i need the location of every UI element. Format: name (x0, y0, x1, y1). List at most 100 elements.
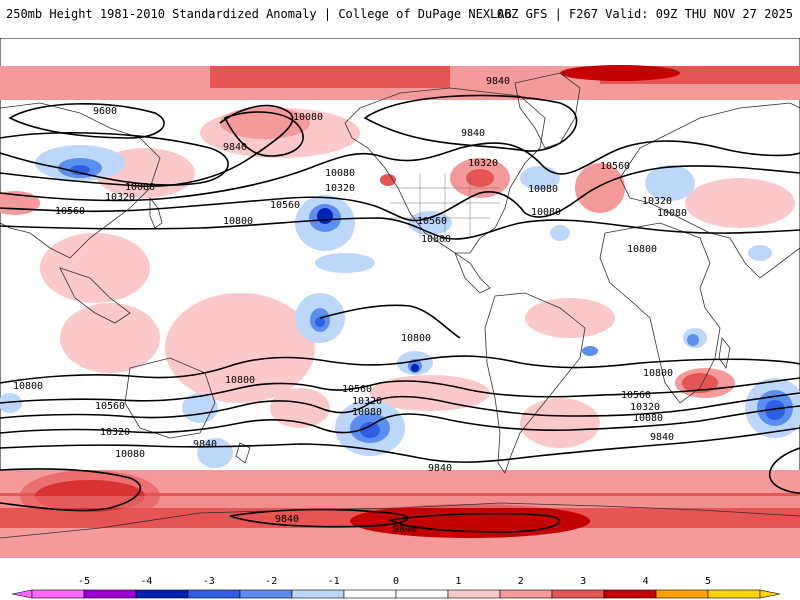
caribbean-negative (550, 225, 570, 241)
contour-labels: 9840 9600 10080 9840 9840 10080 10320 10… (13, 76, 687, 535)
colorbar-swatch (707, 589, 761, 599)
contour-label: 10800 (421, 234, 451, 245)
contour-9840-south (0, 427, 800, 463)
colorbar-swatch (291, 589, 345, 599)
colorbar-tick-label: 1 (455, 576, 461, 587)
madagascar-negative-mid (687, 334, 699, 346)
contour-label: 9840 (486, 76, 510, 87)
europe-asia-outline (619, 102, 800, 279)
colorbar-arrow-low (11, 589, 33, 599)
contour-10080-south (0, 405, 800, 434)
model-run-info: 06Z GFS | F267 Valid: 09Z THU NOV 27 202… (496, 7, 793, 21)
contour-label: 10800 (223, 216, 253, 227)
contour-label: 10080 (293, 112, 323, 123)
contour-label: 9840 (650, 432, 674, 443)
colorbar-tick-label: 5 (705, 576, 711, 587)
contour-label: 10320 (630, 402, 660, 413)
contour-label: 10560 (600, 161, 630, 172)
contour-label: 9840 (275, 514, 299, 525)
contour-label: 10080 (325, 168, 355, 179)
contour-label: 10080 (657, 208, 687, 219)
south-pacific-negative-core (360, 422, 380, 438)
south-atlantic-positive (370, 375, 490, 411)
contour-label: 10320 (468, 158, 498, 169)
colorbar: -5 -4 -3 -2 -1 0 1 2 3 4 5 (11, 576, 781, 599)
contour-label: 10080 (115, 449, 145, 460)
contour-label: 10320 (105, 192, 135, 203)
contour-label: 9840 (193, 439, 217, 450)
india-negative (748, 245, 772, 261)
colorbar-arrow-high (759, 589, 781, 599)
south-america-positive (520, 398, 600, 448)
colorbar-swatch (499, 589, 553, 599)
contour-label: 10800 (627, 244, 657, 255)
southern-ocean-negative (197, 438, 233, 468)
contour-9840-arctic (363, 94, 578, 152)
colorbar-swatch (187, 589, 241, 599)
contour-label: 10080 (125, 182, 155, 193)
contour-label: 10560 (55, 206, 85, 217)
contour-label: 10560 (621, 390, 651, 401)
contour-label: 10560 (417, 216, 447, 227)
antarctic-positive-max (350, 504, 590, 538)
colorbar-swatch (655, 589, 709, 599)
colorbar-tick-label: 4 (643, 576, 649, 587)
contour-10560-north (0, 165, 800, 222)
contour-label: 9600 (93, 106, 117, 117)
arctic-max-positive (560, 65, 680, 81)
atlantic-positive (525, 298, 615, 338)
contour-label: 9840 (223, 142, 247, 153)
southeast-asia-outline (59, 267, 131, 324)
contour-label: 10560 (342, 384, 372, 395)
contour-label: 10560 (270, 200, 300, 211)
contour-label: 9840 (428, 463, 452, 474)
contour-label: 10320 (352, 396, 382, 407)
southwest-us-negative (408, 211, 452, 235)
colorbar-swatches (11, 589, 781, 599)
equatorial-pacific-negative-core (411, 364, 419, 372)
antarctica-outline (0, 502, 800, 539)
great-lakes-positive-core (466, 169, 494, 187)
colorbar-tick-label: 2 (518, 576, 524, 587)
contour-label: 10560 (95, 401, 125, 412)
contour-10800-north (0, 217, 800, 240)
colorbar-swatch (239, 589, 293, 599)
height-contours (0, 94, 800, 533)
contour-10080-north (223, 111, 304, 157)
arctic-strong-positive (210, 66, 450, 88)
australia-outline (124, 357, 216, 439)
contour-label: 10080 (352, 407, 382, 418)
contour-10800-south (0, 355, 800, 384)
contour-label: 10320 (325, 183, 355, 194)
colorbar-swatch (395, 589, 449, 599)
central-pacific-negative-core (315, 317, 325, 327)
colorbar-swatch (135, 589, 189, 599)
colorbar-swatch (447, 589, 501, 599)
south-atlantic-negative-mid (582, 346, 598, 356)
colorbar-swatch (31, 589, 85, 599)
contour-label: 10080 (528, 184, 558, 195)
colorbar-swatch (343, 589, 397, 599)
contour-10320-south (0, 392, 800, 419)
contour-9840-west (0, 132, 229, 186)
contour-9840-antarctic-b (387, 512, 561, 533)
japan-outline (149, 196, 163, 229)
colorbar-tick-label: -1 (328, 576, 340, 587)
south-indian-positive-core (682, 373, 718, 393)
product-title: 250mb Height 1981-2010 Standardized Anom… (6, 7, 512, 21)
west-pacific-positive (60, 303, 160, 373)
rockies-positive-core (380, 174, 396, 186)
contour-label: 10800 (643, 368, 673, 379)
asia-east-positive (685, 178, 795, 228)
colorbar-tick-label: -3 (203, 576, 215, 587)
colorbar-swatch (551, 589, 605, 599)
contour-10080-asia (0, 104, 294, 188)
contour-10800-tropics (319, 304, 461, 339)
contour-label: 10080 (531, 207, 561, 218)
antarctic-light-band (0, 496, 800, 508)
contour-10320-north (0, 140, 800, 202)
siberia-negative-core (70, 165, 90, 175)
contour-10560-south (0, 377, 800, 404)
us-state-lines (390, 173, 500, 243)
contour-label: 10320 (100, 427, 130, 438)
